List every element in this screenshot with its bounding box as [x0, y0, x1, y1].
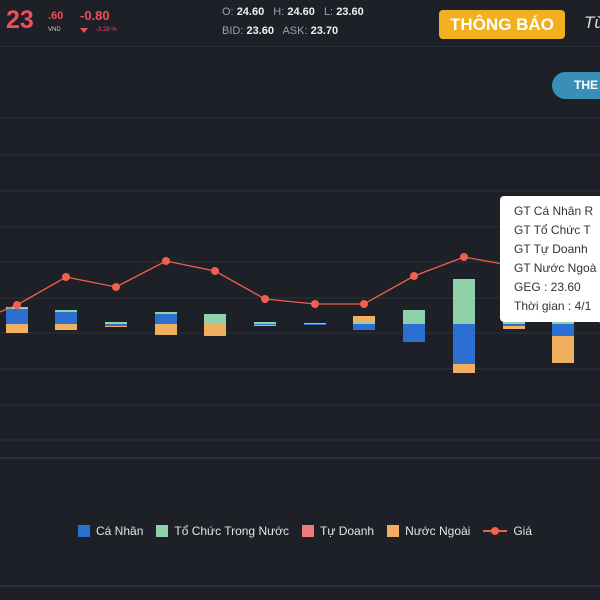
notice-trailing-text: Từ	[584, 13, 600, 32]
legend-item-to-chuc[interactable]: Tổ Chức Trong Nước	[156, 524, 289, 538]
chart-grid	[0, 117, 600, 587]
bar-segment	[6, 309, 28, 324]
legend-swatch	[78, 525, 90, 537]
legend-dot	[491, 527, 500, 535]
price-point	[162, 257, 170, 265]
bar-segment	[6, 324, 28, 333]
price-point	[460, 253, 468, 261]
tooltip-line-price: GEG : 23.60	[514, 280, 581, 294]
bid-ask-values: BID: 23.60 ASK: 23.70	[222, 25, 344, 37]
bar-segment	[453, 324, 475, 364]
chart-tooltip: GT Cá Nhân R GT Tổ Chức T GT Tự Doanh GT…	[500, 196, 600, 322]
legend-label: Nước Ngoài	[405, 524, 471, 538]
price-integer: 23	[6, 6, 34, 34]
bar-segment	[403, 310, 425, 324]
bar-segment	[55, 312, 77, 324]
bar-segment	[105, 326, 127, 327]
bar-segment	[453, 279, 475, 324]
open-label: O:	[222, 6, 234, 18]
bar-segment	[254, 324, 276, 325]
bar-segment	[552, 336, 574, 363]
tooltip-line-tu-doanh: GT Tự Doanh	[514, 242, 588, 256]
bar-segment	[552, 324, 574, 336]
ohl-values: O: 24.60 H: 24.60 L: 23.60	[222, 6, 370, 18]
bar-segment	[403, 324, 425, 342]
price-decimal: .60	[48, 10, 64, 22]
price-point	[261, 295, 269, 303]
bar-segment	[503, 326, 525, 329]
bar-segment	[304, 323, 326, 324]
bar-segment	[155, 314, 177, 324]
down-arrow-icon	[80, 28, 88, 33]
low-value: 23.60	[336, 6, 364, 18]
legend-line-swatch	[483, 525, 508, 537]
high-value: 24.60	[287, 6, 315, 18]
tooltip-line-ca-nhan: GT Cá Nhân R	[514, 204, 594, 218]
price-change-percent: -3.28 %	[96, 27, 117, 33]
price-change: -0.80	[80, 8, 110, 23]
tooltip-line-to-chuc: GT Tổ Chức T	[514, 223, 591, 237]
bar-segment	[254, 325, 276, 326]
bar-segment	[453, 364, 475, 373]
legend-item-tu-doanh[interactable]: Tự Doanh	[302, 524, 374, 538]
bar-segment	[155, 324, 177, 335]
bid-label: BID:	[222, 25, 244, 37]
chart-legend: Cá Nhân Tổ Chức Trong Nước Tự Doanh Nước…	[78, 523, 545, 539]
price-point	[112, 283, 120, 291]
ask-value: 23.70	[310, 25, 339, 37]
bar-segment	[55, 310, 77, 312]
legend-label: Tự Doanh	[320, 524, 375, 538]
price-point	[62, 273, 70, 281]
view-toggle-button[interactable]: THE	[552, 72, 600, 99]
legend-item-ca-nhan[interactable]: Cá Nhân	[78, 524, 143, 538]
tooltip-line-time: Thời gian : 4/1	[514, 299, 592, 313]
bar-segment	[353, 324, 375, 330]
high-label: H:	[273, 6, 285, 18]
legend-swatch	[156, 525, 169, 537]
legend-label: Cá Nhân	[96, 524, 144, 538]
currency-label: VND	[48, 27, 61, 33]
chart-bars	[6, 279, 574, 373]
open-value: 24.60	[236, 6, 265, 18]
bar-segment	[105, 324, 127, 326]
legend-label: Giá	[513, 524, 533, 538]
bar-segment	[254, 322, 276, 324]
ask-label: ASK:	[282, 25, 308, 37]
price-point	[13, 301, 21, 309]
stock-header: 23 .60 VND -0.80 -3.28 % O: 24.60 H: 24.…	[0, 0, 600, 47]
bar-segment	[304, 324, 326, 325]
bar-segment	[503, 324, 525, 326]
bar-segment	[105, 322, 127, 324]
notice-button[interactable]: THÔNG BÁO	[439, 10, 565, 39]
bar-segment	[204, 314, 226, 324]
price-point	[410, 272, 418, 280]
legend-label: Tổ Chức Trong Nước	[174, 524, 290, 538]
bar-segment	[155, 312, 177, 314]
legend-item-gia[interactable]: Giá	[483, 524, 532, 538]
price-point	[211, 267, 219, 275]
legend-swatch	[302, 525, 315, 537]
bid-value: 23.60	[246, 25, 274, 37]
tooltip-line-nuoc-ngoai: GT Nước Ngoà	[514, 261, 597, 275]
bar-segment	[353, 322, 375, 324]
legend-item-nuoc-ngoai[interactable]: Nước Ngoài	[387, 524, 470, 538]
low-label: L:	[323, 6, 334, 18]
bar-segment	[55, 324, 77, 330]
price-point	[311, 300, 319, 308]
price-point	[360, 300, 368, 308]
bar-segment	[204, 324, 226, 336]
bar-segment	[353, 316, 375, 322]
legend-swatch	[387, 525, 400, 537]
